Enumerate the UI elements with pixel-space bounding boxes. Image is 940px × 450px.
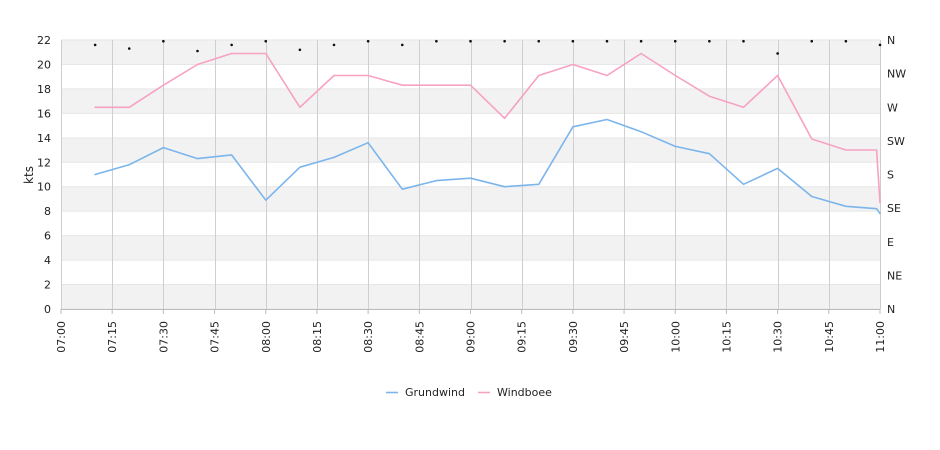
plot-band (61, 137, 880, 163)
direction-marker (93, 43, 97, 47)
y-tick-label: 20 (37, 58, 51, 71)
direction-marker (571, 39, 575, 43)
x-tick-label: 07:30 (157, 321, 170, 353)
direction-tick-label: E (887, 236, 894, 249)
plot-frame (61, 40, 881, 310)
x-tick-label: 09:45 (618, 321, 631, 353)
y-tick-label: 10 (37, 181, 51, 194)
vertical-gridlines (61, 40, 881, 309)
x-tick-label: 10:00 (669, 321, 682, 353)
direction-axis-ticks: N NE E SE S SW W NW N (887, 34, 906, 316)
y-tick-label: 16 (37, 107, 51, 120)
x-tick-label: 08:00 (260, 321, 273, 353)
direction-marker (810, 39, 814, 43)
direction-marker (127, 47, 131, 50)
direction-marker (366, 39, 370, 43)
x-tick-label: 07:00 (55, 321, 68, 353)
y-tick-label: 6 (44, 230, 51, 243)
direction-marker (537, 39, 541, 43)
y-axis-title: kts (22, 166, 36, 184)
direction-marker (332, 43, 336, 47)
x-tick-label: 07:15 (106, 321, 119, 353)
y-axis-ticks: 0 2 4 6 8 10 12 14 16 18 20 22 (37, 34, 51, 316)
direction-markers (93, 39, 882, 55)
y-tick-label: 4 (44, 254, 51, 267)
direction-marker (844, 39, 848, 43)
direction-marker (673, 39, 677, 43)
direction-marker (639, 39, 643, 43)
series-line-windboee (94, 52, 881, 204)
x-tick-label: 09:30 (567, 321, 580, 353)
legend-label[interactable]: Grundwind (405, 386, 465, 399)
x-tick-label: 10:45 (823, 321, 836, 353)
x-tick-label: 08:15 (311, 321, 324, 353)
plot-band (61, 235, 880, 261)
x-tick-label: 09:15 (516, 321, 529, 353)
legend-label[interactable]: Windboee (497, 386, 552, 399)
direction-marker (298, 48, 302, 52)
direction-tick-label: NE (887, 269, 902, 282)
direction-tick-label: S (887, 169, 894, 182)
y-tick-label: 0 (44, 303, 51, 316)
y-tick-label: 8 (44, 205, 51, 218)
y-tick-label: 18 (37, 83, 51, 96)
x-tick-label: 10:30 (772, 321, 785, 353)
direction-marker (162, 39, 165, 43)
direction-marker (230, 43, 233, 47)
x-tick-label: 08:45 (413, 321, 426, 353)
y-tick-label: 2 (44, 279, 51, 292)
plot-band (61, 186, 880, 212)
plot-bands (61, 39, 880, 310)
series-lines (94, 52, 881, 215)
direction-marker (503, 39, 506, 43)
x-axis-ticks: 07:00 07:15 07:30 07:45 08:00 08:15 08:30 08:45… (55, 309, 887, 353)
direction-marker (605, 39, 609, 43)
direction-marker (264, 39, 268, 43)
y-tick-label: 14 (37, 132, 51, 145)
direction-marker (776, 52, 779, 55)
direction-tick-label: N (887, 34, 895, 47)
x-tick-label: 07:45 (209, 321, 222, 353)
x-tick-label: 08:30 (362, 321, 375, 353)
legend: Grundwind Windboee (386, 386, 552, 399)
direction-tick-label: SW (887, 135, 905, 148)
plot-band (61, 284, 880, 309)
direction-marker (708, 39, 711, 43)
direction-marker (469, 39, 472, 43)
x-tick-label: 10:15 (720, 321, 733, 353)
x-tick-label: 09:00 (465, 321, 478, 353)
direction-tick-label: W (887, 101, 898, 114)
direction-marker (196, 49, 199, 53)
direction-marker (878, 43, 882, 47)
y-tick-label: 12 (37, 156, 51, 169)
direction-tick-label: N (887, 303, 895, 316)
direction-tick-label: SE (887, 202, 901, 215)
direction-marker (435, 39, 438, 43)
direction-marker (742, 39, 745, 43)
plot-band (61, 40, 880, 65)
series-line-grundwind (94, 118, 881, 215)
direction-tick-label: NW (887, 68, 906, 81)
x-tick-label: 11:00 (874, 321, 887, 353)
y-tick-label: 22 (37, 34, 51, 47)
direction-marker (400, 43, 404, 47)
plot-band (61, 88, 880, 114)
